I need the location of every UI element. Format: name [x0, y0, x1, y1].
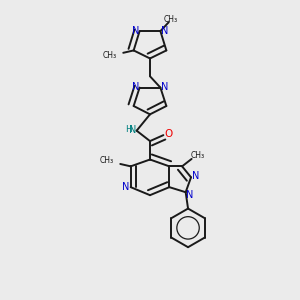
Text: H: H — [125, 125, 132, 134]
Text: N: N — [122, 182, 130, 192]
Text: CH₃: CH₃ — [103, 51, 117, 60]
Text: CH₃: CH₃ — [191, 152, 205, 160]
Text: N: N — [132, 26, 140, 35]
Text: N: N — [160, 26, 168, 35]
Text: N: N — [185, 190, 193, 200]
Text: N: N — [129, 125, 136, 135]
Text: CH₃: CH₃ — [164, 15, 178, 24]
Text: CH₃: CH₃ — [100, 157, 114, 166]
Text: N: N — [160, 82, 168, 92]
Text: O: O — [164, 129, 172, 139]
Text: N: N — [132, 82, 140, 92]
Text: N: N — [192, 172, 200, 182]
